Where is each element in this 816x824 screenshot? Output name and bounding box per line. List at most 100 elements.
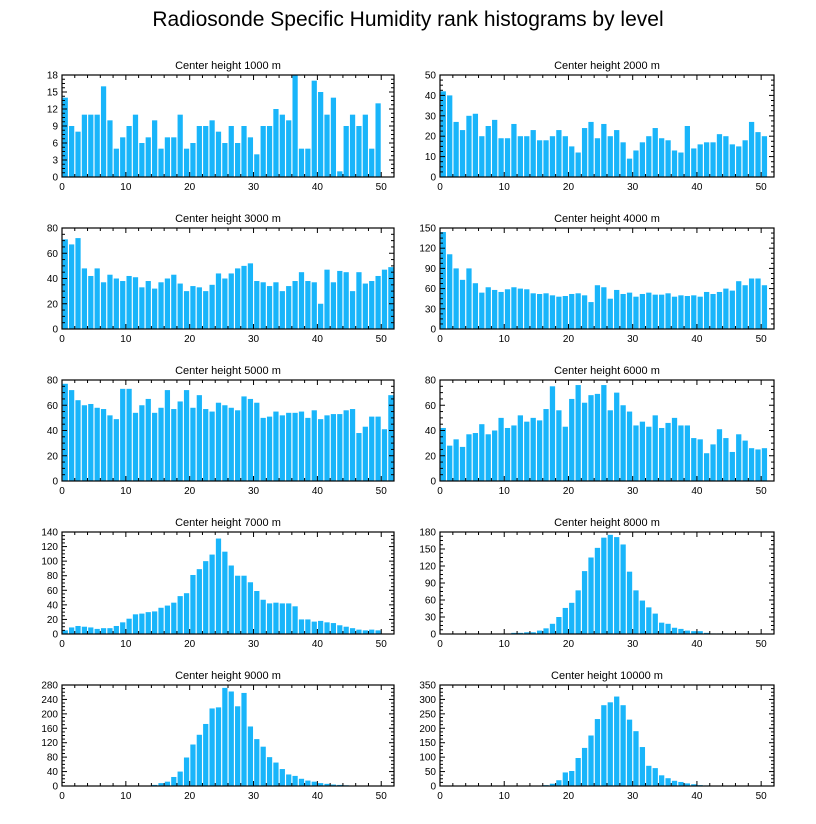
histogram-bar	[684, 630, 690, 634]
histogram-bar	[633, 150, 639, 177]
histogram-bar	[120, 281, 126, 329]
x-tick-label: 20	[563, 639, 575, 650]
histogram-bar	[562, 296, 568, 329]
y-tick-label: 0	[430, 782, 436, 793]
histogram-bar	[447, 445, 453, 481]
histogram-bar	[324, 622, 330, 634]
y-tick-label: 6	[52, 139, 58, 150]
histogram-bar	[588, 302, 594, 329]
histogram-bar	[305, 148, 311, 177]
panel-title: Center height 9000 m	[175, 670, 281, 682]
histogram-bar	[601, 287, 607, 329]
histogram-bar	[62, 239, 68, 329]
histogram-bar	[742, 285, 748, 329]
histogram-bar	[492, 289, 498, 329]
histogram-bar	[485, 126, 491, 177]
histogram-bar	[748, 121, 755, 177]
histogram-bar	[748, 448, 755, 481]
y-tick-label: 90	[425, 264, 437, 275]
plot-frame	[61, 531, 395, 635]
histogram-bar	[235, 706, 241, 786]
histogram-bar	[228, 273, 234, 329]
histogram-bar	[260, 417, 266, 481]
histogram-bar	[388, 267, 394, 329]
histogram-bar	[588, 395, 594, 481]
histogram-bar	[247, 398, 254, 481]
histogram-bar	[190, 744, 196, 786]
histogram-bar	[614, 392, 620, 481]
y-tick-label: 150	[419, 545, 436, 556]
x-tick-label: 30	[627, 334, 639, 345]
histogram-bar	[132, 614, 139, 634]
histogram-bar	[652, 613, 658, 634]
histogram-bar	[164, 605, 171, 634]
histogram-bar	[228, 691, 234, 786]
y-tick-label: 60	[425, 284, 437, 295]
histogram-bar	[536, 293, 543, 329]
histogram-bar	[120, 137, 126, 177]
histogram-bar	[241, 396, 247, 481]
histogram-bar	[614, 696, 620, 786]
histogram-bar	[190, 143, 196, 177]
histogram-bar	[536, 630, 543, 634]
histogram-bar	[569, 398, 575, 481]
histogram-bar	[581, 571, 588, 634]
panel-title: Center height 4000 m	[554, 213, 660, 225]
histogram-bar	[209, 554, 215, 634]
y-tick-label: 60	[47, 401, 59, 412]
histogram-bar	[703, 453, 710, 481]
histogram-bar	[247, 263, 254, 329]
histogram-bar	[215, 402, 222, 481]
histogram-bar	[132, 114, 139, 177]
y-tick-label: 50	[425, 71, 437, 82]
histogram-bar	[388, 395, 394, 481]
histogram-bar	[646, 292, 652, 329]
histogram-bar	[81, 268, 88, 329]
histogram-bar	[139, 143, 145, 177]
y-tick-label: 150	[419, 738, 436, 749]
histogram-bar	[215, 273, 222, 329]
histogram-bar	[594, 719, 601, 786]
y-tick-label: 9	[52, 122, 58, 133]
histogram-bar	[607, 702, 613, 786]
histogram-bar	[691, 631, 697, 634]
histogram-bar	[549, 295, 556, 329]
y-tick-label: 80	[425, 376, 437, 387]
histogram-bar	[356, 126, 362, 177]
x-tick-label: 0	[59, 182, 65, 193]
histogram-bar	[581, 747, 588, 786]
histogram-bar	[639, 142, 646, 177]
histogram-bar	[659, 294, 665, 329]
histogram-bar	[100, 282, 107, 329]
histogram-bar	[190, 286, 196, 329]
histogram-bar	[607, 136, 613, 177]
histogram-bar	[575, 293, 581, 329]
histogram-bar	[646, 426, 652, 481]
histogram-bar	[241, 692, 247, 786]
histogram-bar	[710, 444, 716, 481]
y-tick-label: 120	[41, 542, 58, 553]
histogram-bar	[311, 410, 317, 481]
histogram-bar	[94, 268, 100, 329]
histogram-bar	[671, 296, 678, 329]
x-tick-label: 50	[756, 334, 768, 345]
histogram-bar	[324, 114, 330, 177]
histogram-bar	[318, 620, 324, 634]
histogram-bar	[492, 430, 498, 481]
panel-4: Center height 4000 m 0 10 20 30 40 50 0 30 60 90 12…	[419, 213, 775, 345]
histogram-bar	[678, 152, 684, 177]
histogram-bar	[286, 412, 292, 481]
x-tick-label: 0	[437, 334, 443, 345]
y-tick-label: 120	[41, 738, 58, 749]
histogram-bar	[588, 735, 594, 786]
histogram-bar	[215, 131, 222, 177]
histogram-bar	[479, 136, 485, 177]
histogram-bar	[517, 415, 523, 481]
histogram-bar	[349, 409, 356, 481]
histogram-bar	[241, 126, 247, 177]
histogram-bar	[279, 415, 285, 481]
histogram-bar	[601, 537, 607, 634]
histogram-bar	[75, 400, 81, 481]
panel-10: Center height 10000 m 0 10 20 30 40 50 0 50 100 15…	[419, 670, 775, 802]
histogram-bar	[292, 606, 298, 634]
